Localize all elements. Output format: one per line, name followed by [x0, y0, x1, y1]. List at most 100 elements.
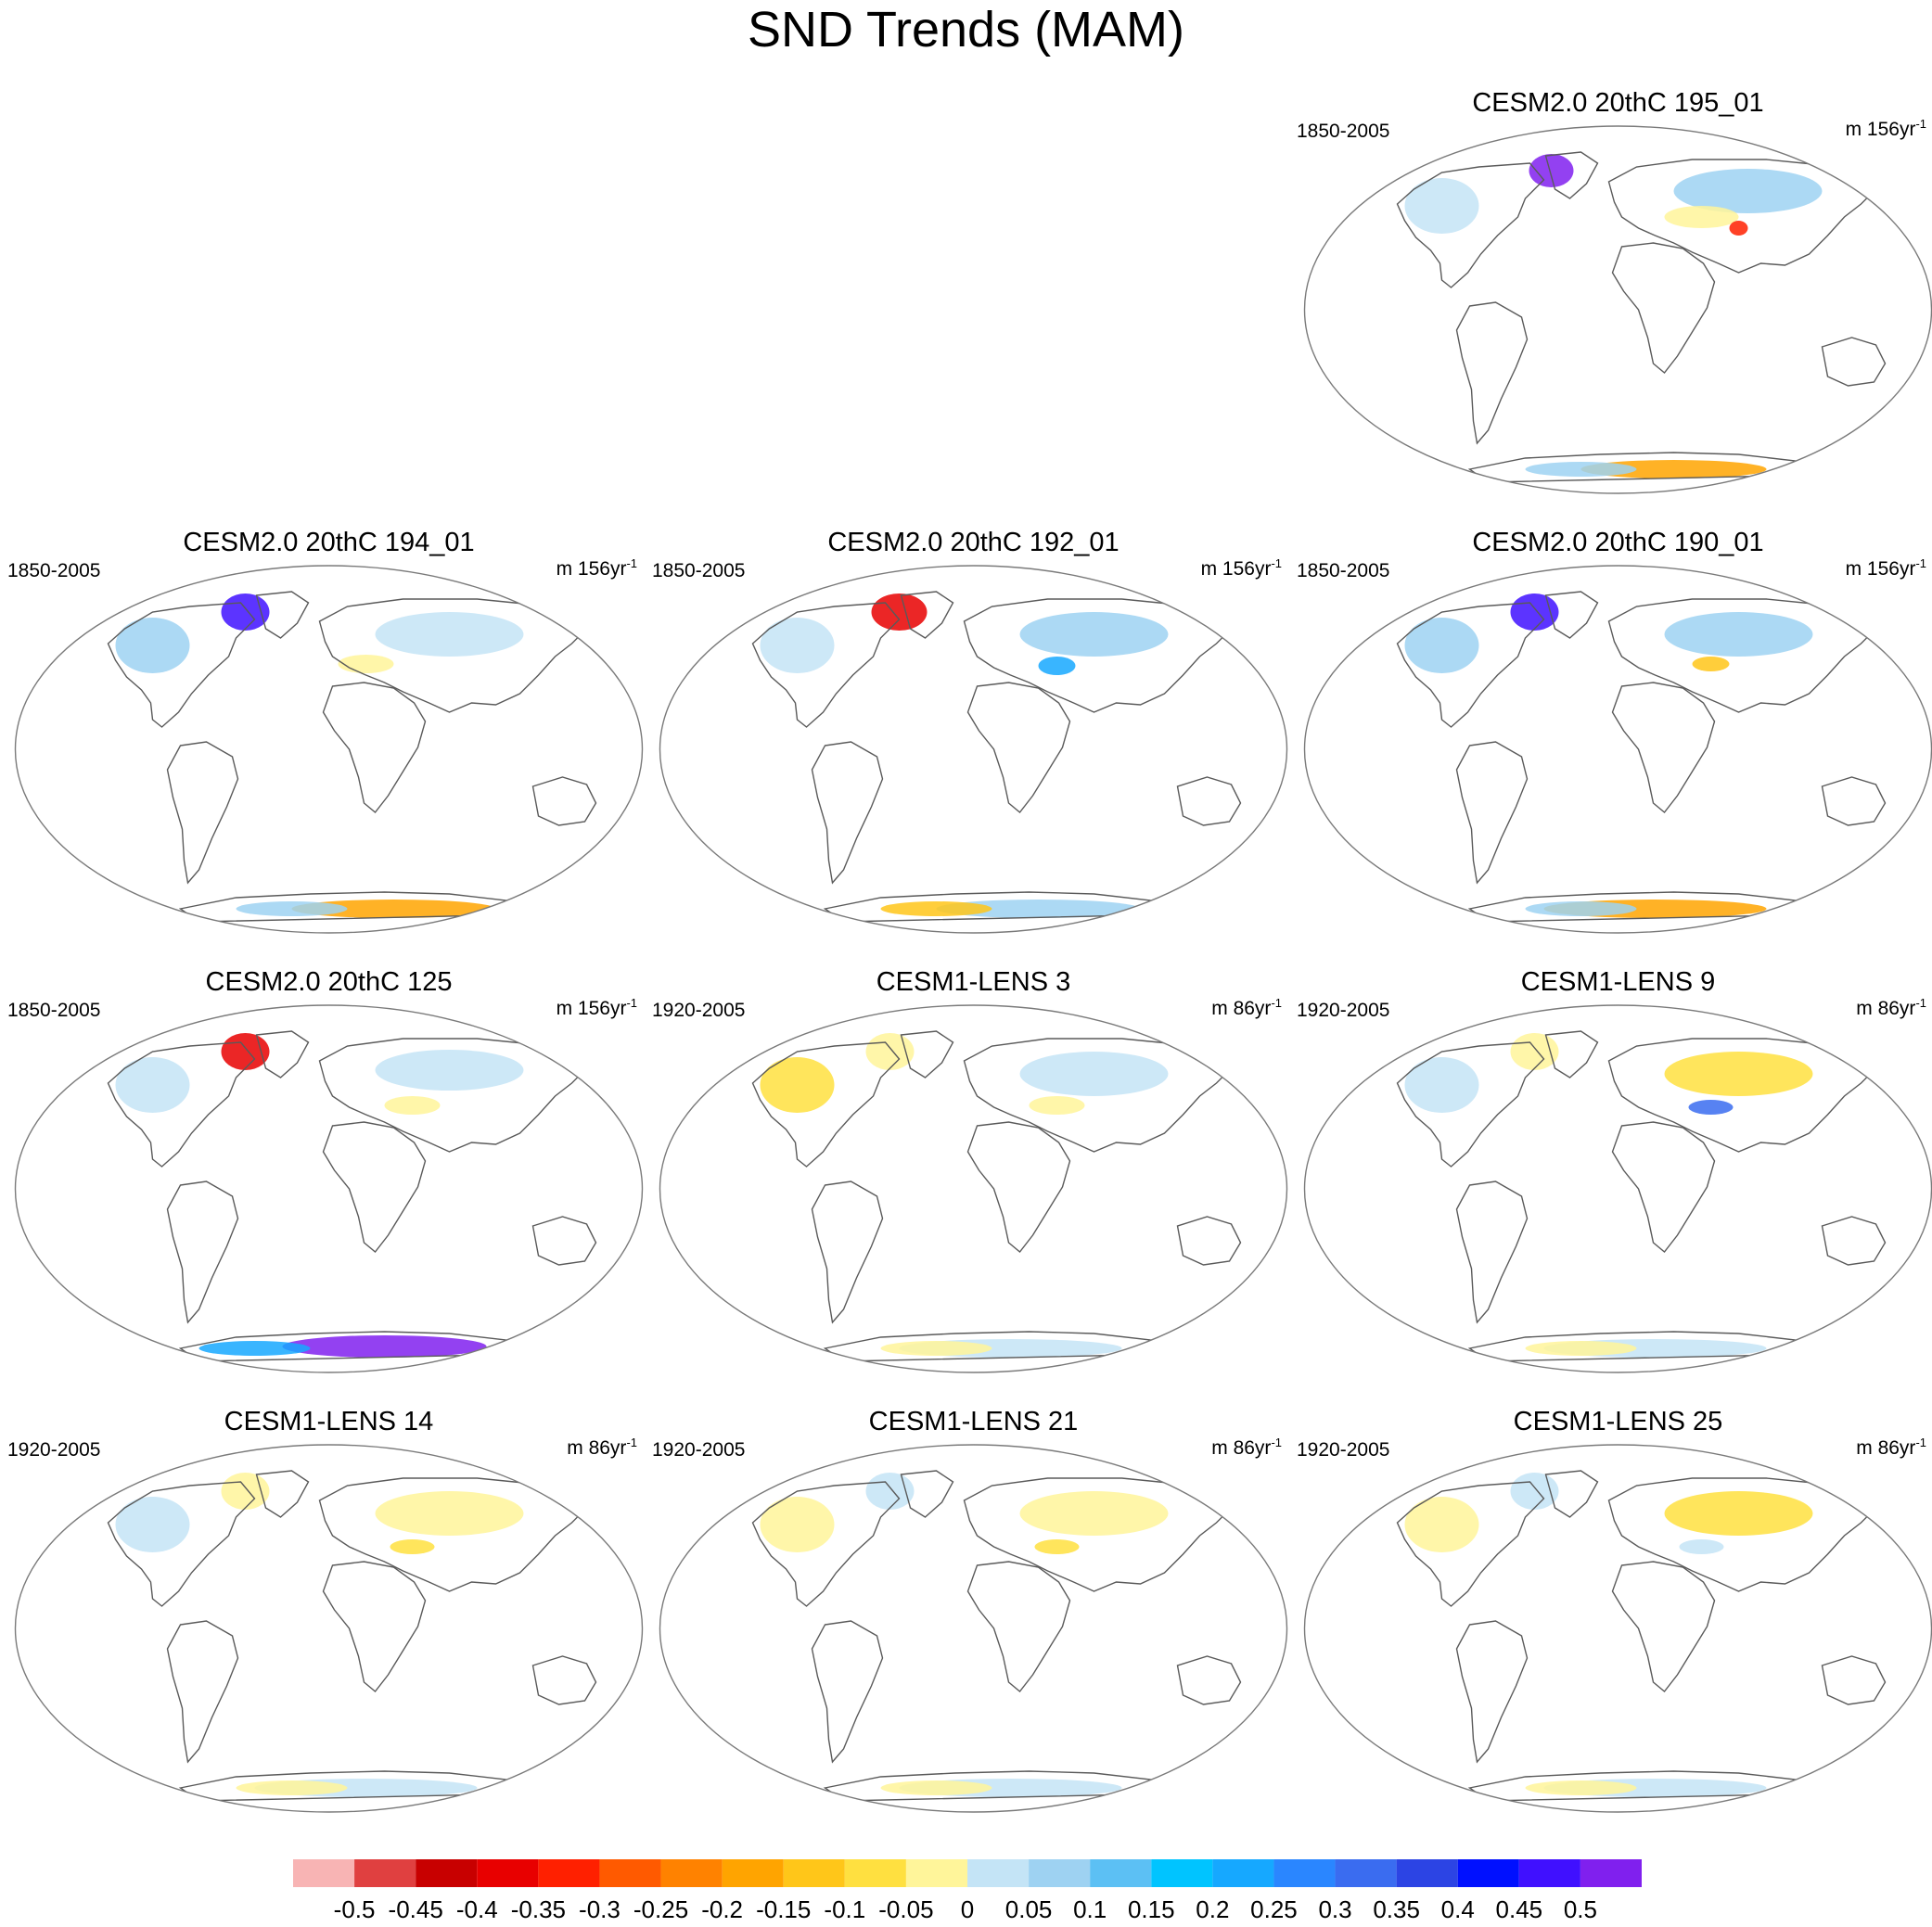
trend-patch: [282, 1335, 487, 1358]
units-text: m 86yr: [567, 1437, 627, 1459]
trend-patch: [1729, 221, 1748, 236]
trend-patch: [1525, 462, 1637, 477]
panel-title: CESM2.0 20thC 190_01: [1472, 528, 1764, 557]
north-america-outline: [1396, 602, 1545, 728]
colorbar-tick-label: -0.2: [701, 1895, 744, 1923]
world-map: [1303, 565, 1932, 934]
africa-outline: [1611, 242, 1716, 375]
colorbar-swatch: [293, 1859, 355, 1887]
map-border: [659, 1004, 1288, 1373]
eurasia-outline: [1607, 1477, 1877, 1592]
trend-patch: [1525, 1780, 1637, 1795]
north-america-outline: [1396, 1041, 1545, 1168]
trend-patch: [1525, 901, 1637, 916]
south-america-outline: [166, 1620, 239, 1764]
units-text: m 156yr: [556, 558, 627, 580]
panel-units: m 156yr-1: [1846, 117, 1926, 141]
north-america-outline: [107, 1481, 256, 1607]
colorbar-swatch: [538, 1859, 600, 1887]
colorbar-tick-label: -0.05: [878, 1895, 934, 1923]
map-panel: CESM2.0 20thC 190_01 1850-2005 m 156yr-1: [1297, 527, 1932, 935]
trend-patch: [1529, 154, 1574, 187]
eurasia-outline: [318, 1038, 588, 1153]
greenland-outline: [900, 591, 954, 639]
trend-patch: [375, 1491, 524, 1536]
trend-patch: [936, 900, 1141, 918]
colorbar-swatch: [844, 1859, 906, 1887]
map-panel: CESM2.0 20thC 192_01 1850-2005 m 156yr-1: [652, 527, 1295, 935]
panel-period: 1920-2005: [652, 1000, 746, 1021]
australia-outline: [1821, 1655, 1887, 1705]
colorbar-swatch: [1335, 1859, 1397, 1887]
trend-patch: [1664, 612, 1813, 657]
trend-patch: [1580, 460, 1767, 479]
greenland-outline: [255, 591, 310, 639]
map-panel: CESM1-LENS 9 1920-2005 m 86yr-1: [1297, 966, 1932, 1374]
trend-patch: [236, 901, 348, 916]
colorbar-swatch: [967, 1859, 1030, 1887]
colorbar-tick-label: -0.1: [824, 1895, 866, 1923]
north-america-outline: [751, 602, 901, 728]
colorbar-swatch: [783, 1859, 845, 1887]
antarctica-outline: [823, 1331, 1180, 1362]
trend-patch: [1688, 1100, 1734, 1115]
africa-outline: [966, 682, 1071, 814]
australia-outline: [1176, 776, 1242, 826]
colorbar-tick-label: -0.3: [579, 1895, 621, 1923]
south-america-outline: [166, 1180, 239, 1324]
trend-patch: [1404, 178, 1479, 234]
eurasia-outline: [318, 1477, 588, 1592]
antarctica-outline: [1467, 452, 1824, 483]
colorbar-swatch: [1029, 1859, 1091, 1887]
greenland-outline: [1544, 591, 1599, 639]
south-america-outline: [1455, 1620, 1529, 1764]
world-map: [14, 1004, 644, 1373]
colorbar-swatch: [905, 1859, 967, 1887]
north-america-outline: [107, 602, 256, 728]
trend-patch: [760, 1057, 835, 1113]
trend-patch: [375, 1050, 524, 1091]
colorbar-tick-label: 0.05: [1004, 1895, 1053, 1923]
antarctica-outline: [823, 891, 1180, 923]
panel-period: 1850-2005: [7, 560, 101, 581]
colorbar-tick-label: 0.35: [1373, 1895, 1420, 1923]
map-panel: CESM2.0 20thC 125 1850-2005 m 156yr-1: [7, 966, 650, 1374]
map-border: [659, 565, 1288, 934]
greenland-outline: [255, 1030, 310, 1078]
north-america-outline: [1396, 162, 1545, 288]
colorbar-tick-label: 0.1: [1073, 1895, 1107, 1923]
map-border: [14, 1444, 644, 1813]
eurasia-outline: [1607, 1038, 1877, 1153]
units-text: m 86yr: [1211, 1437, 1272, 1459]
africa-outline: [966, 1121, 1071, 1254]
world-map: [1303, 125, 1932, 494]
panel-title: CESM1-LENS 25: [1513, 1407, 1723, 1436]
colorbar-tick-label: -0.45: [388, 1895, 443, 1923]
trend-patch: [1679, 1539, 1724, 1554]
trend-patch: [1692, 657, 1730, 671]
colorbar-swatch: [1090, 1859, 1152, 1887]
colorbar-tick-label: 0.5: [1563, 1895, 1597, 1923]
trend-patch: [1673, 169, 1823, 213]
south-america-outline: [166, 741, 239, 885]
australia-outline: [1821, 1216, 1887, 1266]
trend-patch: [384, 1096, 441, 1115]
panel-title: CESM2.0 20thC 194_01: [183, 528, 475, 557]
trend-patch: [1404, 618, 1479, 673]
antarctica-outline: [178, 1770, 535, 1802]
trend-patch: [115, 1057, 190, 1113]
greenland-outline: [255, 1470, 310, 1518]
map-panel: CESM1-LENS 14 1920-2005 m 86yr-1: [7, 1406, 650, 1814]
trend-patch: [1404, 1497, 1479, 1552]
australia-outline: [1821, 776, 1887, 826]
trend-patch: [221, 1473, 270, 1510]
colorbar-swatch: [660, 1859, 723, 1887]
colorbar-tick-label: -0.5: [333, 1895, 376, 1923]
north-america-outline: [751, 1041, 901, 1168]
panel-period: 1920-2005: [652, 1439, 746, 1461]
panel-units: m 86yr-1: [1211, 1436, 1282, 1460]
panel-period: 1850-2005: [7, 1000, 101, 1021]
units-exponent: -1: [626, 996, 637, 1010]
trend-patch: [1019, 612, 1169, 657]
colorbar-tick-label: 0.3: [1318, 1895, 1352, 1923]
